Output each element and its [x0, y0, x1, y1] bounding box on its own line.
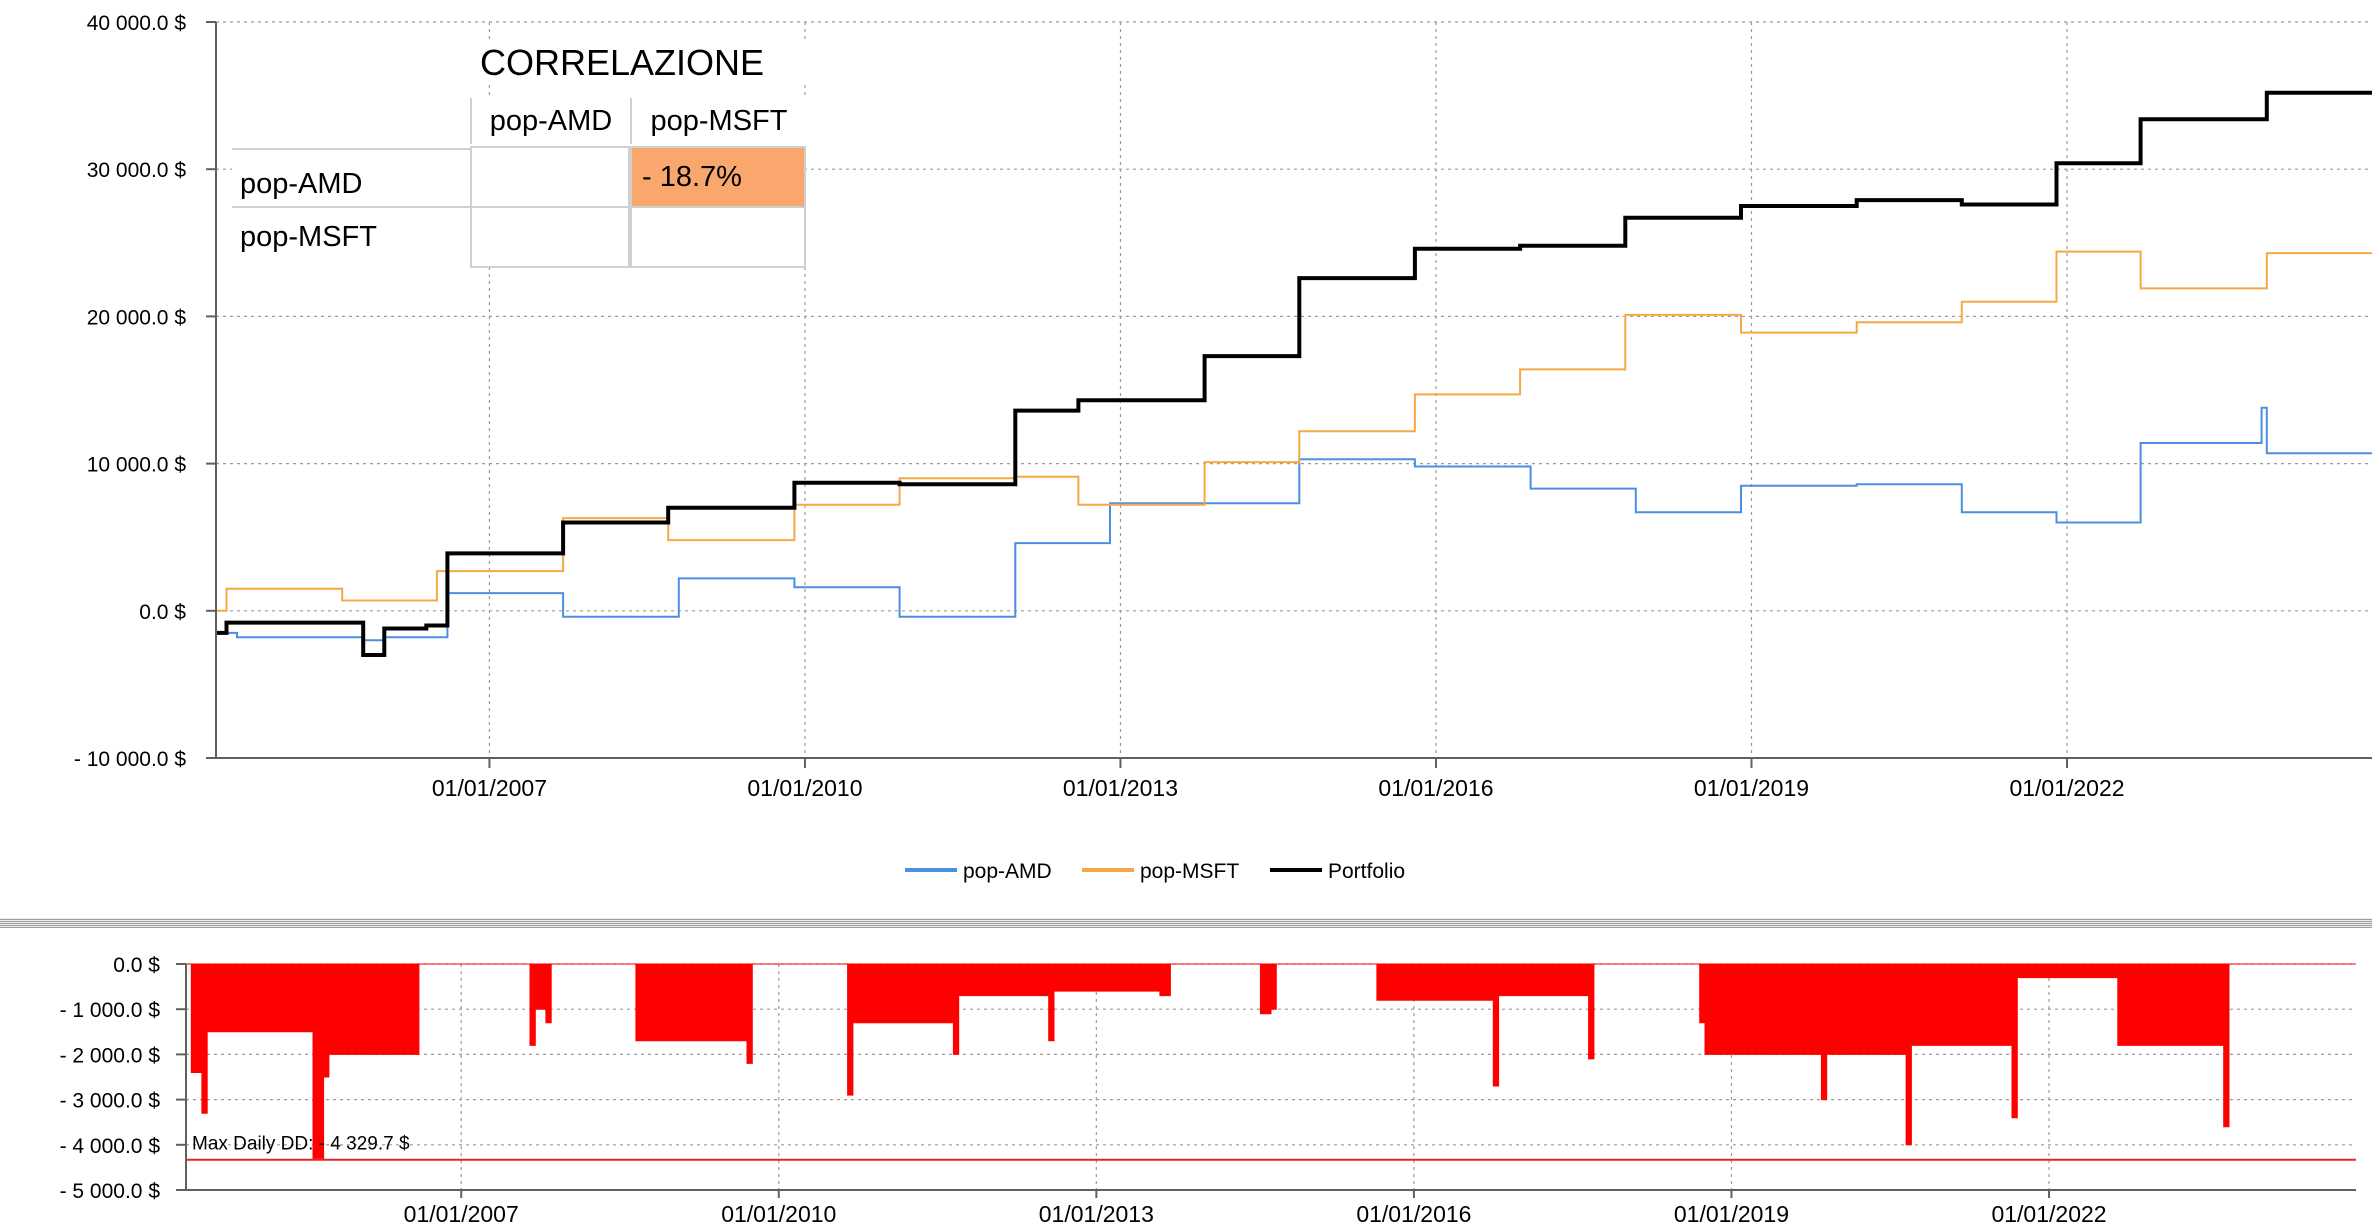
panel-splitter[interactable]: [0, 918, 2372, 928]
corr-cell-msft-amd: [470, 206, 630, 268]
correlation-table: CORRELAZIONE pop-AMD pop-MSFT pop-AMD po…: [232, 36, 812, 272]
drawdown-area: [186, 963, 2356, 1161]
y-tick-label: 10 000.0 $: [87, 454, 187, 477]
x-tick-label: 01/01/2016: [1378, 775, 1493, 801]
drawdown-chart: 0.0 $ - 1 000.0 $ - 2 000.0 $ - 3 000.0 $ - …: [60, 954, 2356, 1227]
dd-x-tick-label: 01/01/2010: [721, 1201, 836, 1227]
x-tick-label: 01/01/2013: [1063, 775, 1178, 801]
equity-chart: 40 000.0 $ 30 000.0 $ 20 000.0 $ 10 000.0 $…: [74, 12, 2372, 883]
legend-label: pop-AMD: [963, 860, 1052, 883]
y-tick-label: - 10 000.0 $: [74, 748, 186, 771]
drawdown-y-ticks: 0.0 $ - 1 000.0 $ - 2 000.0 $ - 3 000.0 $ - …: [60, 954, 186, 1203]
corr-cell-amd-msft: - 18.7%: [630, 146, 806, 208]
dd-y-tick-label: - 5 000.0 $: [60, 1180, 161, 1203]
corr-row-header-amd: pop-AMD: [232, 148, 470, 208]
equity-series: [216, 90, 2372, 657]
corr-row-header-msft: pop-MSFT: [232, 208, 470, 266]
corr-cell-amd-amd: [470, 146, 630, 208]
y-tick-label: 40 000.0 $: [87, 12, 187, 35]
corr-col-header-msft: pop-MSFT: [630, 98, 806, 144]
equity-x-ticks: 01/01/2007 01/01/2010 01/01/2013 01/01/2016…: [432, 758, 2125, 801]
dd-y-tick-label: - 3 000.0 $: [60, 1090, 161, 1113]
series-line-portfolio: [216, 90, 2372, 657]
dd-x-tick-label: 01/01/2019: [1674, 1201, 1789, 1227]
legend-label: pop-MSFT: [1140, 860, 1239, 883]
correlation-title: CORRELAZIONE: [480, 40, 810, 84]
dd-y-tick-label: 0.0 $: [113, 954, 160, 977]
dd-x-tick-label: 01/01/2016: [1356, 1201, 1471, 1227]
y-tick-label: 20 000.0 $: [87, 306, 187, 329]
drawdown-fill: [186, 963, 2356, 1159]
max-daily-dd-label: Max Daily DD: - 4 329.7 $: [192, 1134, 410, 1155]
legend-label: Portfolio: [1328, 860, 1405, 883]
dd-x-tick-label: 01/01/2013: [1039, 1201, 1154, 1227]
x-tick-label: 01/01/2007: [432, 775, 547, 801]
equity-y-ticks: 40 000.0 $ 30 000.0 $ 20 000.0 $ 10 000.0 $…: [74, 12, 216, 771]
y-tick-label: 30 000.0 $: [87, 159, 187, 182]
dd-y-tick-label: - 1 000.0 $: [60, 999, 161, 1022]
x-tick-label: 01/01/2022: [2009, 775, 2124, 801]
dd-x-tick-label: 01/01/2022: [1991, 1201, 2106, 1227]
dd-x-tick-label: 01/01/2007: [404, 1201, 519, 1227]
legend: pop-AMD pop-MSFT Portfolio: [905, 860, 1405, 883]
dd-y-tick-label: - 2 000.0 $: [60, 1044, 161, 1067]
x-tick-label: 01/01/2019: [1694, 775, 1809, 801]
x-tick-label: 01/01/2010: [747, 775, 862, 801]
series-line-pop-msft: [216, 250, 2372, 612]
dd-y-tick-label: - 4 000.0 $: [60, 1135, 161, 1158]
equity-plot-area: [216, 22, 2372, 758]
y-tick-label: 0.0 $: [139, 601, 186, 624]
drawdown-x-ticks: 01/01/2007 01/01/2010 01/01/2013 01/01/2016…: [404, 1190, 2107, 1227]
corr-cell-msft-msft: [630, 206, 806, 268]
corr-col-header-amd: pop-AMD: [470, 98, 630, 144]
